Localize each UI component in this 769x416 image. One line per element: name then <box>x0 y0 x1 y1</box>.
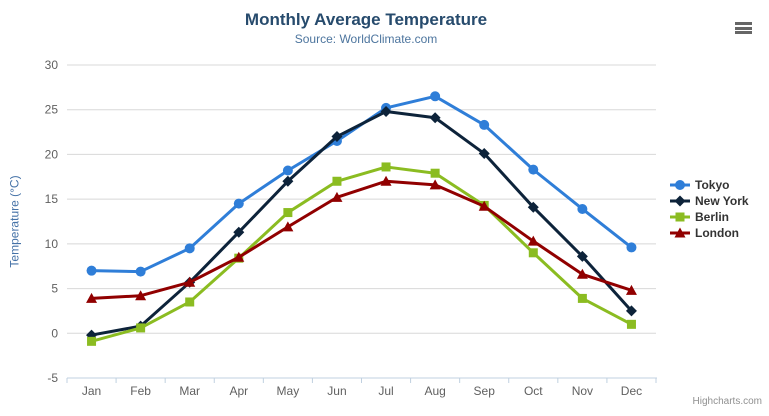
data-point-london[interactable] <box>135 290 147 301</box>
x-axis-month-label: Aug <box>424 384 445 398</box>
y-axis-tick-label: 5 <box>51 282 58 296</box>
circle-marker-icon <box>670 180 690 190</box>
x-axis-month-label: Sep <box>474 384 496 398</box>
x-axis-month-label: Jul <box>378 384 393 398</box>
x-axis-month-label: Mar <box>179 384 200 398</box>
data-point-berlin[interactable] <box>332 176 342 186</box>
x-axis-month-label: Apr <box>229 384 248 398</box>
data-point-london[interactable] <box>625 284 637 295</box>
chart-subtitle: Source: WorldClimate.com <box>294 32 438 46</box>
data-point-new-york[interactable] <box>233 226 245 238</box>
legend-item-new-york[interactable]: New York <box>670 193 749 209</box>
legend-label: Tokyo <box>695 178 730 192</box>
data-point-tokyo[interactable] <box>135 266 146 277</box>
data-point-berlin[interactable] <box>136 323 146 333</box>
data-point-tokyo[interactable] <box>184 243 195 254</box>
data-point-tokyo[interactable] <box>86 265 97 276</box>
data-point-tokyo[interactable] <box>528 164 539 175</box>
triangle-marker-icon <box>670 227 690 238</box>
data-point-berlin[interactable] <box>430 168 440 178</box>
y-axis-tick-label: 0 <box>51 326 58 340</box>
square-marker[interactable] <box>675 212 685 222</box>
data-point-new-york[interactable] <box>282 175 294 187</box>
chart-title: Monthly Average Temperature <box>244 10 488 29</box>
x-axis-month-label: May <box>277 384 300 398</box>
data-point-london[interactable] <box>478 200 490 211</box>
data-point-london[interactable] <box>576 268 588 279</box>
square-marker-icon <box>670 212 690 222</box>
legend-label: New York <box>695 194 749 208</box>
legend: Tokyo New York Berlin London <box>670 177 749 241</box>
x-axis-month-label: Nov <box>572 384 593 398</box>
y-axis-tick-label: 15 <box>45 192 59 206</box>
data-point-london[interactable] <box>233 251 245 262</box>
legend-item-london[interactable]: London <box>670 225 749 241</box>
data-point-london[interactable] <box>282 221 294 232</box>
x-axis-month-label: Oct <box>524 384 543 398</box>
data-point-berlin[interactable] <box>528 248 538 258</box>
series-line-london[interactable] <box>90 179 633 300</box>
series-line-new-york[interactable] <box>90 110 633 337</box>
legend-label: Berlin <box>695 210 730 224</box>
data-point-tokyo[interactable] <box>479 119 490 130</box>
data-point-new-york[interactable] <box>576 250 588 262</box>
data-point-london[interactable] <box>86 292 98 303</box>
data-point-tokyo[interactable] <box>233 198 244 209</box>
data-point-berlin[interactable] <box>185 297 195 307</box>
data-point-london[interactable] <box>527 235 539 246</box>
y-axis-tick-label: 10 <box>45 237 59 251</box>
legend-item-berlin[interactable]: Berlin <box>670 209 749 225</box>
data-point-new-york[interactable] <box>625 305 637 317</box>
y-axis-tick-label: 20 <box>45 147 59 161</box>
data-point-london[interactable] <box>184 276 196 287</box>
data-point-new-york[interactable] <box>527 201 539 213</box>
x-axis-month-label: Jan <box>82 384 101 398</box>
data-point-berlin[interactable] <box>283 208 293 218</box>
data-point-berlin[interactable] <box>626 319 636 329</box>
diamond-marker-icon <box>670 195 690 207</box>
y-axis-tick-label: 25 <box>45 103 59 117</box>
data-point-tokyo[interactable] <box>577 203 588 214</box>
data-point-london[interactable] <box>429 179 441 190</box>
export-menu-button[interactable] <box>733 20 752 36</box>
data-point-new-york[interactable] <box>478 148 490 160</box>
x-axis-month-label: Jun <box>327 384 346 398</box>
data-point-new-york[interactable] <box>429 112 441 124</box>
data-point-berlin[interactable] <box>577 293 587 303</box>
data-point-london[interactable] <box>380 175 392 186</box>
series-line-berlin[interactable] <box>90 165 633 343</box>
hamburger-icon <box>735 22 752 25</box>
data-point-tokyo[interactable] <box>430 91 441 102</box>
hamburger-icon <box>735 26 752 30</box>
x-axis-month-label: Dec <box>621 384 642 398</box>
data-point-berlin[interactable] <box>381 162 391 172</box>
highcharts-credit-link[interactable]: Highcharts.com <box>692 396 762 407</box>
y-axis-tick-label: -5 <box>47 371 58 385</box>
legend-label: London <box>695 226 739 240</box>
hamburger-icon <box>735 31 752 34</box>
data-point-london[interactable] <box>331 191 343 202</box>
x-axis-month-label: Feb <box>130 384 151 398</box>
diamond-marker[interactable] <box>674 195 686 207</box>
legend-item-tokyo[interactable]: Tokyo <box>670 177 749 193</box>
data-point-tokyo[interactable] <box>626 242 637 253</box>
data-point-tokyo[interactable] <box>282 165 293 176</box>
data-point-berlin[interactable] <box>87 336 97 346</box>
triangle-marker[interactable] <box>674 227 686 238</box>
circle-marker[interactable] <box>675 180 685 190</box>
data-point-new-york[interactable] <box>331 131 343 143</box>
data-point-new-york[interactable] <box>380 106 392 118</box>
y-axis-tick-label: 30 <box>45 58 59 72</box>
